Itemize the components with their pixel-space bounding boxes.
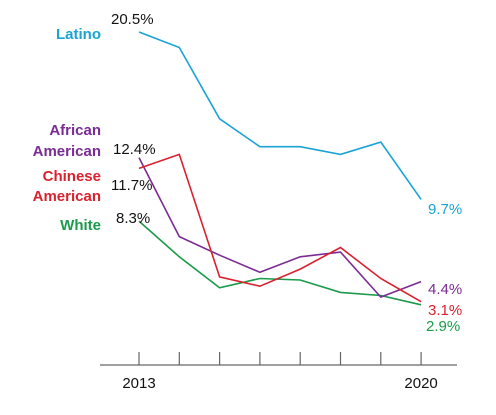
series-name-african-american-line-1: African — [49, 122, 101, 139]
series-line-african-american — [138, 157, 422, 299]
start-value-label-african-american: 12.4% — [113, 141, 156, 158]
start-value-label-chinese-american: 11.7% — [111, 177, 152, 194]
series-line-chinese-american — [138, 153, 422, 303]
series-name-white: White — [60, 217, 101, 234]
end-value-label-white: 2.9% — [426, 318, 460, 335]
series-name-chinese-american-line-1: Chinese — [43, 168, 101, 185]
end-value-label-chinese-american: 3.1% — [428, 302, 462, 319]
x-tick-label-2013: 2013 — [122, 375, 155, 392]
series-line-latino — [138, 31, 422, 200]
series-name-african-american-line-2: American — [33, 143, 101, 160]
start-value-label-latino: 20.5% — [111, 11, 154, 28]
series-name-latino: Latino — [56, 26, 101, 43]
series-line-white — [138, 220, 422, 306]
series-name-chinese-american-line-2: American — [33, 188, 101, 205]
x-tick-label-2020: 2020 — [404, 375, 437, 392]
end-value-label-african-american: 4.4% — [428, 281, 462, 298]
start-value-label-white: 8.3% — [116, 210, 150, 227]
end-value-label-latino: 9.7% — [428, 201, 462, 218]
